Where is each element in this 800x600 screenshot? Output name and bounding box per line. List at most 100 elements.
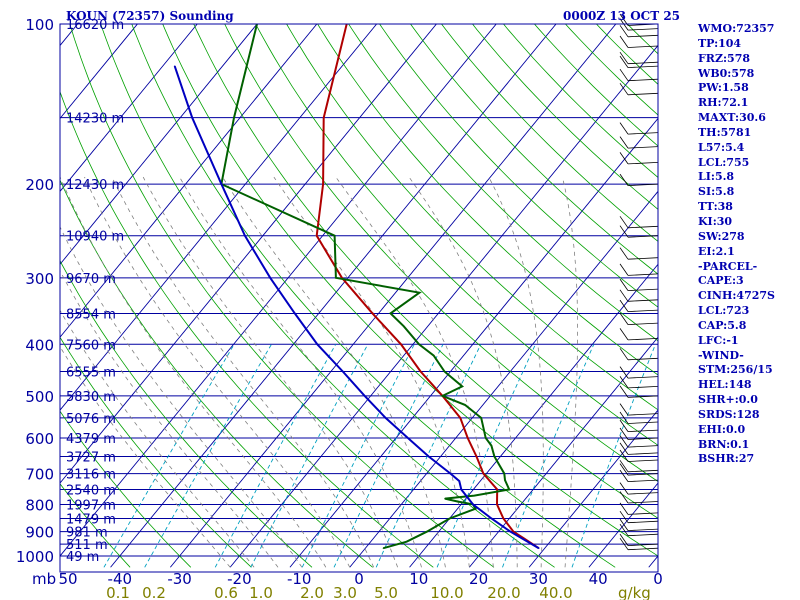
wind-barb-staff [627, 78, 659, 82]
mixing-ratio-tick-label: 40.0 [539, 584, 572, 600]
dry-adiabat [534, 24, 658, 147]
isotherm--60 [60, 24, 437, 484]
height-label: 8554 m [66, 307, 116, 322]
mixing-ratio-line [103, 344, 235, 568]
dry-adiabat [60, 259, 313, 568]
isotherm--110 [60, 24, 138, 120]
temperature-point [371, 312, 374, 314]
index-item: LI:5.8 [698, 170, 735, 184]
index-item: SHR+:0.0 [698, 393, 758, 407]
parcel-point [174, 65, 176, 67]
wind-barb-staff [627, 469, 659, 473]
wind-barb-staff [627, 452, 659, 455]
valid-time: 0000Z 13 OCT 25 [563, 9, 681, 23]
index-item: FRZ:578 [698, 51, 751, 65]
mixing-ratio-line [144, 344, 272, 568]
parcel-point [220, 183, 222, 185]
wind-barb-flag [619, 122, 629, 135]
isotherm-0 [349, 190, 658, 568]
index-item: SW:278 [698, 229, 745, 243]
dewpoint-point [444, 498, 446, 500]
wind-barb-staff [627, 520, 659, 524]
wind-barb-flag [619, 518, 629, 531]
dewpoint-point [473, 495, 475, 497]
moist-adiabat [60, 309, 255, 568]
temperature-tick-label: 50 [58, 570, 77, 588]
height-label: 12430 m [66, 178, 124, 193]
temperature-point [482, 473, 484, 475]
height-label: 5830 m [66, 390, 116, 405]
dry-adiabat [224, 24, 658, 482]
mixing-ratio-line [571, 344, 656, 568]
height-label: 2540 m [66, 484, 116, 499]
wind-barb-flag [619, 463, 629, 476]
height-label: 6555 m [66, 366, 116, 381]
dewpoint-point [493, 455, 495, 458]
wind-barb-staff [627, 479, 659, 482]
moist-adiabat [111, 176, 375, 568]
dewpoint-point [490, 445, 492, 447]
wind-barb-flag [619, 247, 629, 260]
wind-barb-flag [619, 482, 629, 495]
wind-barb-flag [619, 152, 629, 165]
wind-barb-flag [619, 263, 629, 276]
parcel-point [449, 473, 452, 475]
mixing-ratio-tick-label: 2.0 [300, 584, 324, 600]
parcel-point [385, 417, 387, 419]
dry-adiabat [100, 24, 555, 568]
wind-barb-staff [627, 543, 659, 546]
temperature-tick-label: 40 [589, 570, 608, 588]
dry-adiabat [255, 24, 658, 446]
temperature-point [512, 531, 515, 533]
dry-adiabat [60, 410, 192, 568]
wind-barb-flag [619, 491, 629, 504]
index-item: MAXT:30.6 [698, 111, 766, 125]
index-item: CAPE:3 [698, 274, 744, 288]
isotherm--90 [60, 24, 258, 266]
dry-adiabat [379, 24, 658, 308]
dry-adiabat [441, 24, 658, 242]
wind-barb-flag [619, 449, 629, 462]
mixing-ratio-tick-label: 0.6 [214, 584, 238, 600]
moist-adiabat [562, 177, 578, 568]
wind-barb-flag [619, 68, 629, 81]
parcel-point [407, 437, 409, 439]
parcel-point [342, 370, 344, 373]
temperature-tick-label: 30 [529, 570, 548, 588]
wind-barb-staff [627, 512, 659, 515]
pressure-label-300: 300 [25, 270, 54, 288]
parcel-point [460, 488, 462, 491]
height-label: 4379 m [66, 432, 116, 447]
temperature-point [475, 455, 478, 458]
dewpoint-point [335, 277, 337, 279]
wind-barb-staff [627, 28, 659, 31]
index-item: SI:5.8 [698, 185, 735, 199]
mixing-ratio-tick-label: 0.2 [142, 584, 166, 600]
wind-barb-staff [627, 309, 659, 312]
pressure-label-800: 800 [25, 496, 54, 514]
wind-barb-staff [627, 132, 659, 135]
index-item: LFC:-1 [698, 333, 739, 347]
index-item: WMO:72357 [698, 22, 775, 35]
temperature-tick-label: -30 [167, 570, 192, 588]
parcel-point [458, 480, 460, 482]
temperature-point [400, 343, 402, 345]
wind-barb-staff [627, 528, 659, 531]
wind-barb-flag [619, 411, 629, 424]
index-item: PW:1.58 [698, 81, 749, 95]
dry-adiabat [317, 24, 658, 376]
wind-barb-flag [619, 533, 629, 546]
pressure-label-500: 500 [25, 388, 54, 406]
temperature-point [323, 117, 325, 119]
wind-barb-staff [627, 413, 659, 416]
wind-barb-staff [627, 61, 659, 65]
temperature-tick-label: -10 [287, 570, 312, 588]
wind-barb-staff [627, 146, 659, 149]
wind-barb-flag [619, 83, 629, 96]
wind-barb-staff [627, 225, 659, 229]
moist-adiabat [60, 176, 327, 568]
pressure-label-200: 200 [25, 176, 54, 194]
dry-adiabat [162, 24, 658, 557]
parcel-point [509, 531, 512, 533]
wind-barb-flag [619, 523, 629, 536]
